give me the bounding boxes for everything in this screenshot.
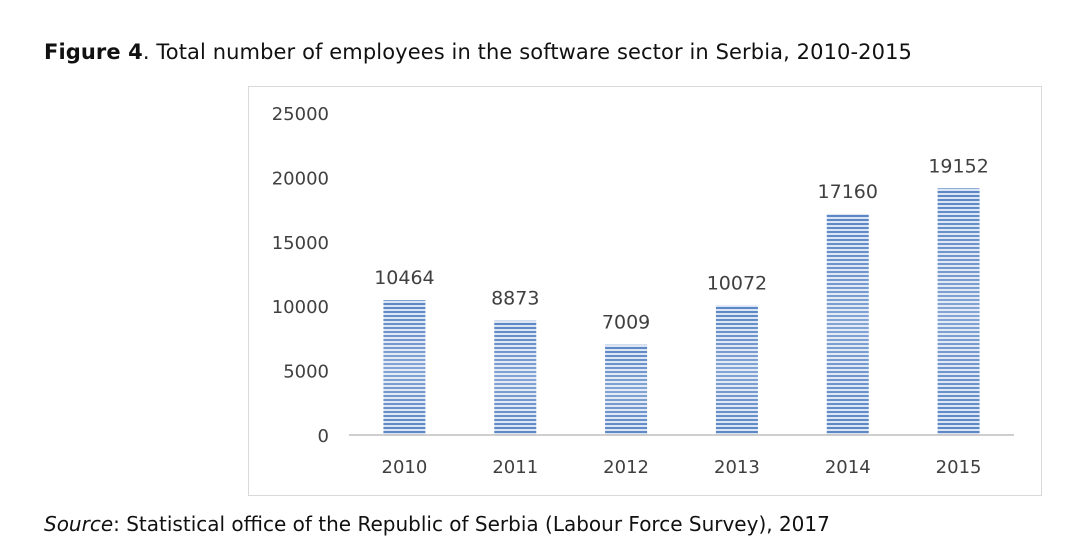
data-label: 7009 <box>602 312 650 334</box>
y-tick-label: 10000 <box>272 297 329 318</box>
figure-title: . Total number of employees in the softw… <box>142 40 913 64</box>
bar-highlight <box>826 213 869 435</box>
y-tick-label: 0 <box>318 426 329 447</box>
data-label: 8873 <box>491 288 539 310</box>
source-label: Source <box>44 512 114 536</box>
x-tick-label: 2015 <box>936 457 982 478</box>
y-tick-label: 20000 <box>272 168 329 189</box>
bar-highlight <box>494 320 537 435</box>
bar-highlight <box>383 300 426 435</box>
y-tick-label: 15000 <box>272 233 329 254</box>
figure-caption: Figure 4. Total number of employees in t… <box>44 40 912 64</box>
y-tick-label: 5000 <box>283 362 329 383</box>
source-note: Source: Statistical office of the Republ… <box>44 512 830 536</box>
bar-highlight <box>937 188 980 435</box>
x-tick-label: 2012 <box>603 457 649 478</box>
bars <box>383 188 980 435</box>
chart-area: 0 5000 10000 15000 20000 25000 10464 8873 7009 1… <box>248 86 1042 496</box>
figure-label: Figure 4 <box>44 40 143 64</box>
x-tick-label: 2014 <box>825 457 871 478</box>
x-tick-label: 2011 <box>492 457 538 478</box>
data-label: 10464 <box>374 267 434 289</box>
data-label: 19152 <box>928 155 988 177</box>
source-text: : Statistical office of the Republic of … <box>113 512 830 536</box>
data-label: 17160 <box>818 181 878 203</box>
x-tick-label: 2010 <box>382 457 428 478</box>
data-labels: 10464 8873 7009 10072 17160 19152 <box>374 155 989 333</box>
x-tick-label: 2013 <box>714 457 760 478</box>
y-tick-label: 25000 <box>272 104 329 125</box>
bar-highlight <box>605 344 648 435</box>
y-axis: 0 5000 10000 15000 20000 25000 <box>272 104 329 447</box>
bar-highlight <box>715 305 758 435</box>
data-label: 10072 <box>707 272 767 294</box>
x-axis: 2010 2011 2012 2013 2014 2015 <box>349 434 1014 478</box>
